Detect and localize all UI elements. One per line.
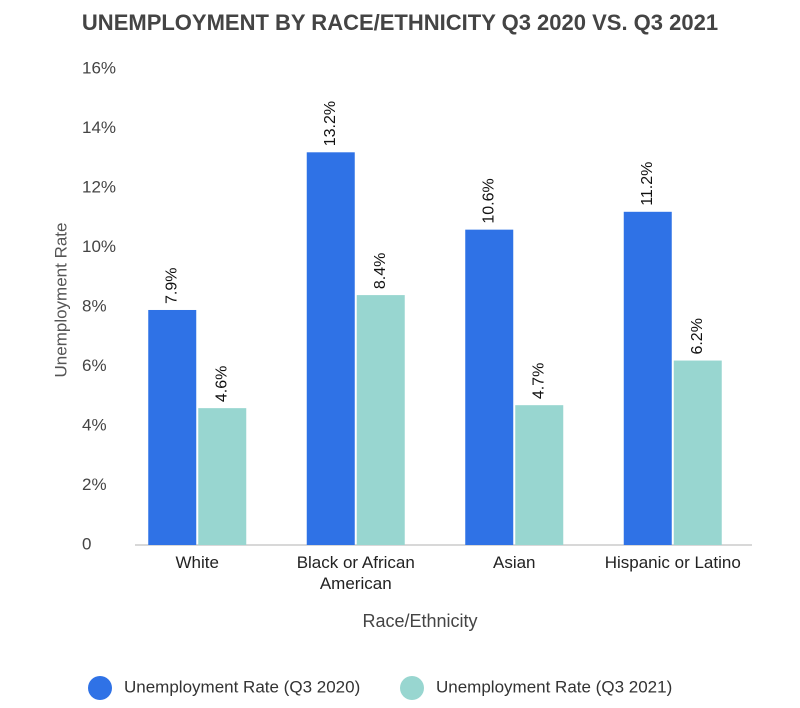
value-label: 7.9% [163,268,180,304]
value-label: 8.4% [372,253,389,289]
y-tick-label: 0 [82,534,91,553]
y-axis-title: Unemployment Rate [51,223,70,378]
bar [465,229,514,545]
y-tick-label: 6% [82,356,107,375]
legend-label: Unemployment Rate (Q3 2021) [436,677,672,696]
value-label: 11.2% [639,162,656,206]
bar [673,360,722,545]
bar [623,211,672,546]
y-tick-label: 8% [82,296,107,315]
y-tick-label: 4% [82,415,107,434]
x-tick-label: White [175,553,219,572]
bar [356,295,405,545]
legend-swatch [400,676,424,700]
bar [148,309,197,545]
value-label: 4.6% [213,366,230,402]
y-tick-label: 2% [82,475,107,494]
legend-label: Unemployment Rate (Q3 2020) [124,677,360,696]
chart-title: UNEMPLOYMENT BY RACE/ETHNICITY Q3 2020 V… [82,10,718,35]
bar [198,408,247,545]
value-label: 10.6% [480,178,497,223]
x-tick-label: Black or African American [296,553,415,593]
legend-swatch [88,676,112,700]
value-label: 6.2% [689,318,706,354]
y-tick-label: 16% [82,58,116,77]
y-tick-label: 14% [82,118,116,137]
value-label: 4.7% [530,363,547,399]
y-tick-label: 10% [82,237,116,256]
y-tick-label: 12% [82,177,116,196]
bar [306,152,355,546]
x-tick-label: Asian [492,553,536,572]
x-axis-title: Race/Ethnicity [362,611,477,631]
x-tick-label: Hispanic or Latino [604,553,741,572]
value-label: 13.2% [322,101,339,146]
bar [515,405,564,545]
